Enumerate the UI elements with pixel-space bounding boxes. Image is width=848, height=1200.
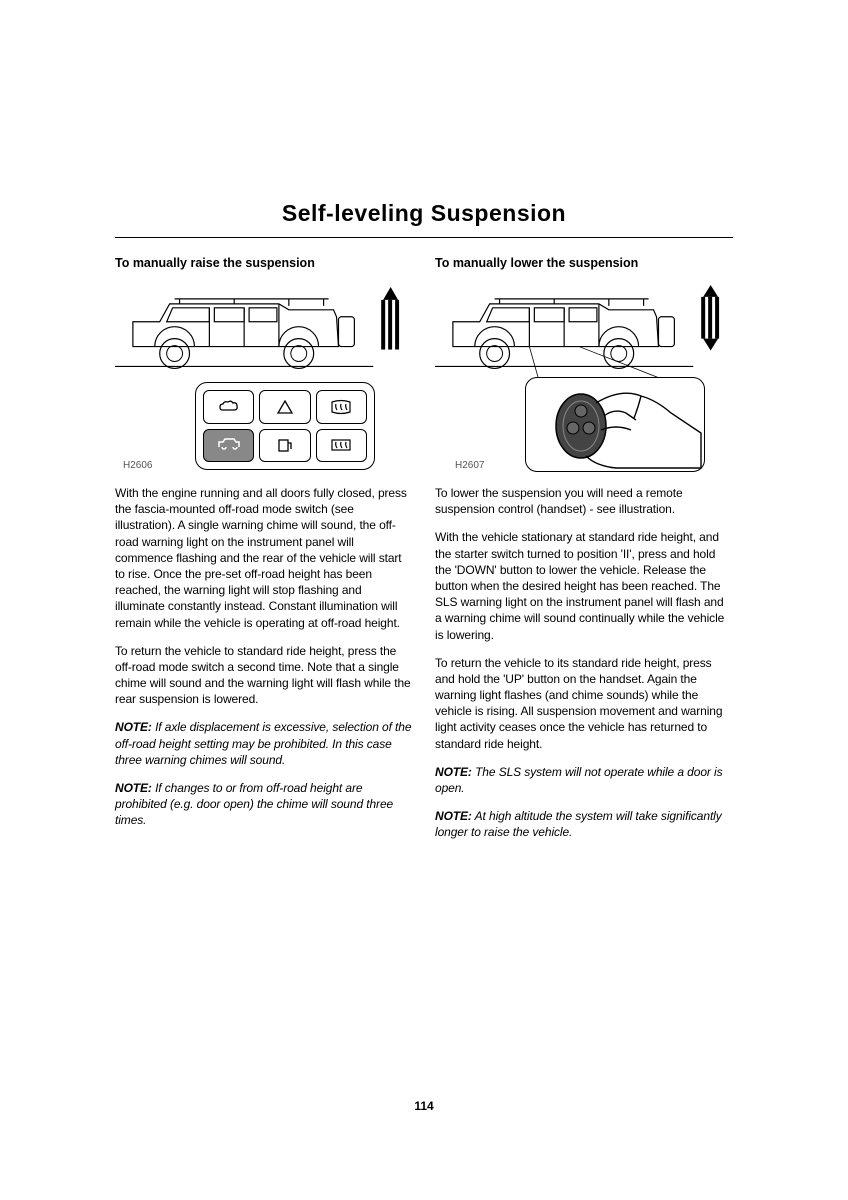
left-para-1: With the engine running and all doors fu…: [115, 485, 413, 631]
page-number: 114: [0, 1099, 848, 1113]
switch-button-offroad: [203, 429, 254, 463]
hazard-triangle-icon: [276, 399, 294, 415]
updown-arrow-icon: [701, 285, 719, 351]
right-para-3: To return the vehicle to its standard ri…: [435, 655, 733, 752]
left-figure-label: H2606: [123, 460, 152, 471]
front-defrost-icon: [329, 399, 353, 415]
vehicle-raise-illustration: [115, 282, 413, 396]
left-figure: H2606: [115, 282, 413, 477]
fuel-icon: [276, 437, 294, 453]
note-text: At high altitude the system will take si…: [435, 809, 722, 839]
left-column: To manually raise the suspension: [115, 256, 413, 853]
page-title: Self-leveling Suspension: [115, 200, 733, 238]
right-heading: To manually lower the suspension: [435, 256, 733, 270]
note-label: NOTE:: [435, 809, 472, 823]
right-note-2: NOTE: At high altitude the system will t…: [435, 808, 733, 840]
left-para-2: To return the vehicle to standard ride h…: [115, 643, 413, 708]
switch-button-2: [259, 390, 310, 424]
fascia-switch-panel: [195, 382, 375, 470]
up-arrow-icon: [381, 287, 399, 350]
note-text: If axle displacement is excessive, selec…: [115, 720, 411, 766]
note-text: If changes to or from off-road height ar…: [115, 781, 393, 827]
switch-button-3: [316, 390, 367, 424]
two-column-layout: To manually raise the suspension: [115, 256, 733, 853]
remote-handset-panel: [525, 377, 705, 472]
right-para-2: With the vehicle stationary at standard …: [435, 529, 733, 642]
switch-button-1: [203, 390, 254, 424]
left-heading: To manually raise the suspension: [115, 256, 413, 270]
switch-button-5: [259, 429, 310, 463]
hand-remote-illustration: [526, 378, 706, 473]
right-para-1: To lower the suspension you will need a …: [435, 485, 733, 517]
note-label: NOTE:: [435, 765, 472, 779]
note-label: NOTE:: [115, 781, 152, 795]
right-figure: H2607: [435, 282, 733, 477]
note-text: The SLS system will not operate while a …: [435, 765, 723, 795]
switch-button-6: [316, 429, 367, 463]
right-note-1: NOTE: The SLS system will not operate wh…: [435, 764, 733, 796]
offroad-vehicle-icon: [216, 437, 242, 453]
rear-defrost-icon: [329, 437, 353, 453]
right-figure-label: H2607: [455, 460, 484, 471]
left-note-2: NOTE: If changes to or from off-road hei…: [115, 780, 413, 829]
cloud-icon: [218, 400, 240, 414]
left-note-1: NOTE: If axle displacement is excessive,…: [115, 719, 413, 768]
note-label: NOTE:: [115, 720, 152, 734]
right-column: To manually lower the suspension: [435, 256, 733, 853]
